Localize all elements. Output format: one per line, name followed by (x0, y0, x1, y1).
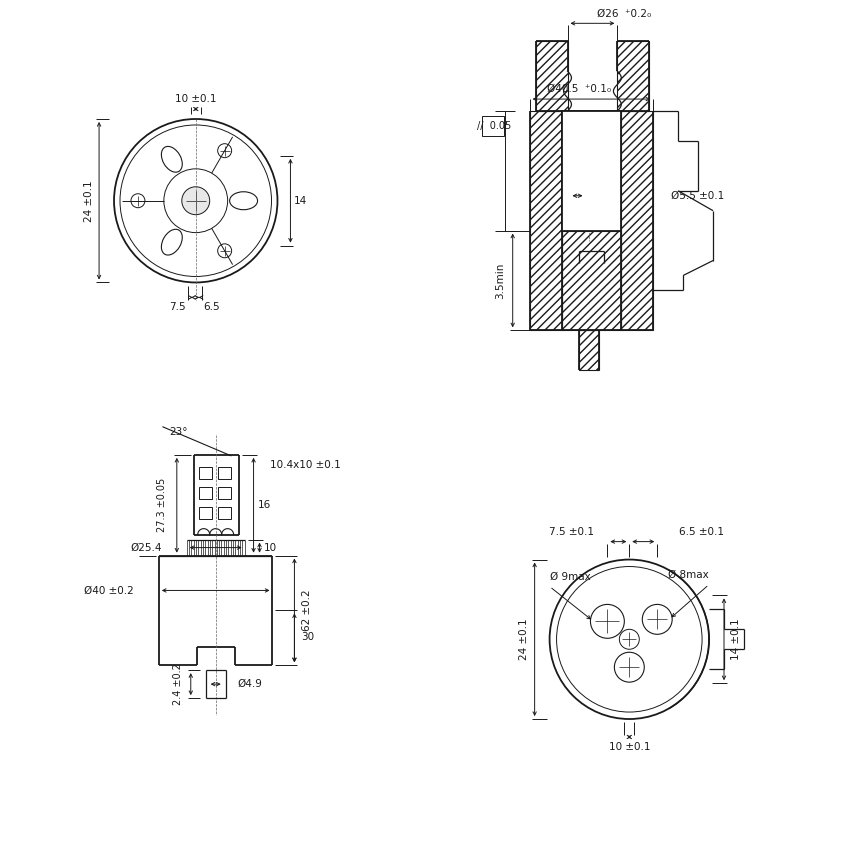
Text: 27.3 ±0.05: 27.3 ±0.05 (157, 478, 167, 532)
Bar (218, 507, 230, 518)
Text: 62 ±0.2: 62 ±0.2 (302, 590, 313, 631)
Bar (199, 467, 212, 479)
Text: 10 ±0.1: 10 ±0.1 (609, 742, 650, 752)
Bar (218, 487, 230, 499)
Text: Ø40.5  ⁺0.1₀: Ø40.5 ⁺0.1₀ (547, 84, 612, 94)
Text: 7.5 ±0.1: 7.5 ±0.1 (550, 527, 595, 537)
Text: 14: 14 (294, 196, 307, 206)
Text: Ø5.5 ±0.1: Ø5.5 ±0.1 (671, 191, 724, 201)
Text: 24 ±0.1: 24 ±0.1 (518, 618, 529, 660)
Bar (218, 467, 230, 479)
Text: Ø26  ⁺0.2₀: Ø26 ⁺0.2₀ (597, 8, 651, 19)
Text: 14 ±0.1: 14 ±0.1 (731, 618, 741, 660)
Text: Ø40 ±0.2: Ø40 ±0.2 (84, 585, 134, 595)
Text: 24 ±0.1: 24 ±0.1 (84, 180, 94, 222)
Text: Ø25.4: Ø25.4 (130, 543, 162, 552)
Text: Ø 8max: Ø 8max (668, 569, 709, 579)
Text: 23°: 23° (169, 427, 188, 437)
Text: 2.4 ±0.2: 2.4 ±0.2 (173, 663, 183, 705)
Bar (562, 111, 622, 230)
Text: 10.4x10 ±0.1: 10.4x10 ±0.1 (270, 460, 340, 470)
Text: 10: 10 (264, 543, 277, 552)
Bar (199, 487, 212, 499)
Text: Ø4.9: Ø4.9 (238, 679, 263, 689)
Text: 3.5min: 3.5min (495, 263, 505, 299)
Bar (482, 116, 504, 136)
Text: 7.5: 7.5 (169, 302, 186, 313)
Text: 30: 30 (301, 633, 314, 642)
Text: 6.5: 6.5 (203, 302, 220, 313)
Text: 10 ±0.1: 10 ±0.1 (175, 94, 217, 104)
Text: 16: 16 (257, 500, 271, 510)
Circle shape (182, 187, 210, 214)
Text: Ø 9max: Ø 9max (550, 572, 590, 582)
Text: 6.5 ±0.1: 6.5 ±0.1 (679, 527, 724, 537)
Bar (199, 507, 212, 518)
Text: //  0.05: // 0.05 (477, 121, 511, 131)
